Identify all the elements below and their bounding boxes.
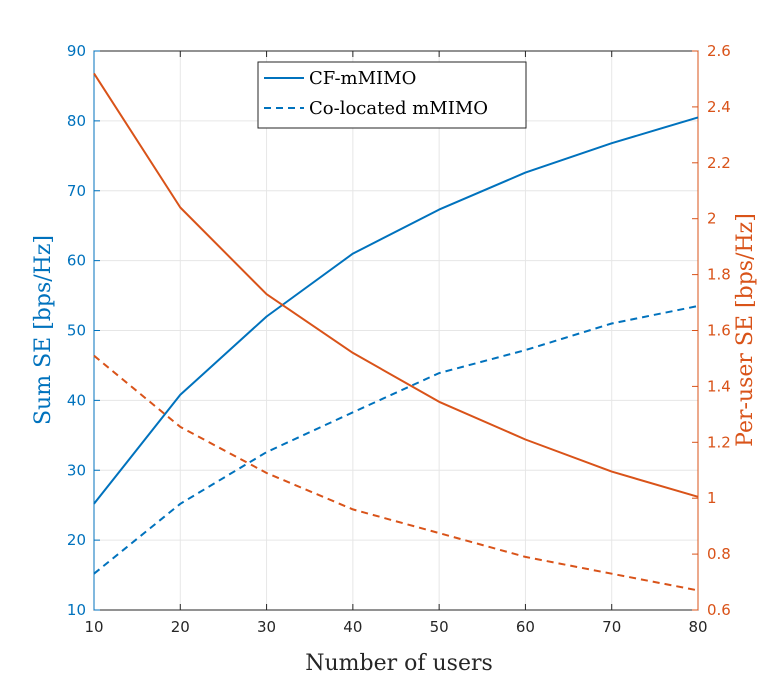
legend-entry-cf: CF-mMIMO — [309, 68, 416, 89]
y-tick-label-right: 2.2 — [707, 154, 731, 172]
y-tick-label-left: 70 — [67, 182, 86, 200]
y-tick-label-left: 40 — [67, 391, 86, 409]
y-tick-label-left: 50 — [67, 322, 86, 340]
y-tick-label-right: 2 — [707, 210, 717, 228]
series-group — [93, 72, 699, 592]
y-tick-label-right: 1.4 — [707, 377, 731, 395]
y-tick-label-right: 2.4 — [707, 98, 731, 116]
y-tick-label-right: 0.6 — [707, 601, 731, 619]
legend-box — [257, 61, 527, 129]
y-tick-label-left: 20 — [67, 531, 86, 549]
y-tick-label-right: 1.6 — [707, 322, 731, 340]
series-line-per-user-dashed — [93, 354, 699, 592]
series-line-sum-dashed — [93, 305, 699, 575]
x-tick-label: 80 — [688, 618, 707, 636]
y-tick-label-left: 60 — [67, 252, 86, 270]
legend: CF-mMIMO Co-located mMIMO — [257, 61, 527, 129]
series-line-sum-solid — [93, 116, 699, 505]
y-tick-label-left: 30 — [67, 461, 86, 479]
y-tick-label-left: 10 — [67, 601, 86, 619]
legend-entry-colocated: Co-located mMIMO — [309, 98, 488, 119]
y-axis-label-right: Per-user SE [bps/Hz] — [733, 213, 758, 447]
y-tick-label-left: 80 — [67, 112, 86, 130]
series-line-per-user-solid — [93, 72, 699, 498]
y-tick-label-right: 2.6 — [707, 42, 731, 60]
x-tick-label: 40 — [343, 618, 362, 636]
y-tick-label-left: 90 — [67, 42, 86, 60]
y-tick-label-right: 1.8 — [707, 266, 731, 284]
x-tick-label: 70 — [602, 618, 621, 636]
y-axis-label-left: Sum SE [bps/Hz] — [31, 235, 56, 425]
ticks: 10 20 30 40 50 60 70 80 10 20 30 40 50 60 70 80 90 0.6 0.8… — [67, 42, 731, 636]
y-tick-label-right: 0.8 — [707, 545, 731, 563]
x-axis-label: Number of users — [305, 651, 493, 676]
y-tick-label-right: 1 — [707, 489, 717, 507]
x-tick-label: 60 — [516, 618, 535, 636]
x-tick-label: 10 — [84, 618, 103, 636]
y-tick-label-right: 1.2 — [707, 433, 731, 451]
x-tick-label: 50 — [430, 618, 449, 636]
x-tick-label: 30 — [257, 618, 276, 636]
x-tick-label: 20 — [171, 618, 190, 636]
